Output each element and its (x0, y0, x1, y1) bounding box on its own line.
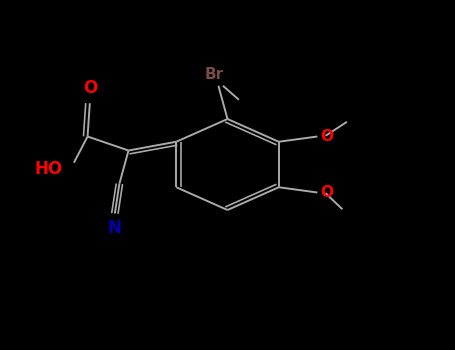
Text: O: O (320, 129, 333, 144)
Text: O: O (320, 185, 333, 200)
Text: O: O (83, 79, 97, 97)
Text: Br: Br (204, 66, 223, 82)
Text: N: N (107, 219, 121, 237)
Text: HO: HO (35, 160, 62, 178)
